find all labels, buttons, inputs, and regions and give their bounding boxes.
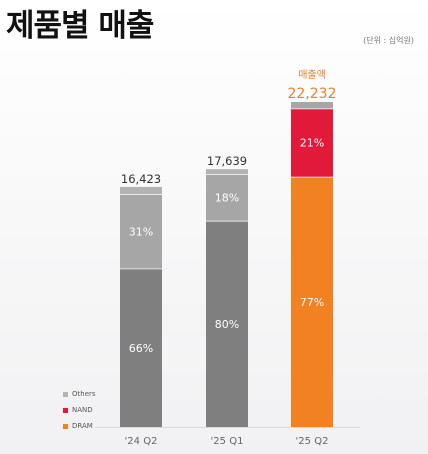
bar-segment-2-1 — [291, 108, 333, 177]
total-label-0: 16,423 — [121, 172, 161, 186]
legend-label-dram: DRAM — [72, 422, 93, 430]
bar-segment-2-0 — [291, 176, 333, 427]
bar-segment-1-1 — [206, 174, 248, 221]
bar-segment-0-0 — [120, 268, 162, 427]
segment-label-1-0: 80% — [215, 318, 239, 331]
legend-item-dram: DRAM — [63, 418, 96, 434]
legend-swatch-nand — [63, 407, 68, 413]
bar-segment-0-2 — [120, 186, 162, 195]
bar-segment-0-1 — [120, 194, 162, 269]
segment-label-1-1: 18% — [215, 192, 239, 205]
segment-label-2-1: 21% — [300, 137, 324, 150]
legend-label-others: Others — [72, 390, 96, 398]
unit-note: (단위 : 십억원) — [363, 36, 414, 45]
page-title: 제품별 매출 — [6, 8, 154, 44]
bar-segment-2-2 — [291, 102, 333, 109]
legend-label-nand: NAND — [72, 406, 93, 414]
legend-item-others: Others — [63, 386, 96, 402]
bar-segment-1-0 — [206, 220, 248, 427]
total-label-2: 22,232 — [288, 86, 337, 102]
x-tick-0: '24 Q2 — [125, 436, 158, 447]
x-tick-2: '25 Q2 — [296, 436, 329, 447]
segment-label-2-0: 77% — [300, 296, 324, 309]
highlight-caption: 매출액 — [298, 69, 326, 81]
segment-label-0-1: 31% — [129, 225, 153, 238]
total-label-1: 17,639 — [207, 154, 247, 168]
bar-segment-1-2 — [206, 169, 248, 175]
legend-swatch-dram — [63, 423, 68, 429]
legend: Others NAND DRAM — [63, 386, 96, 434]
legend-item-nand: NAND — [63, 402, 96, 418]
x-tick-1: '25 Q1 — [211, 436, 244, 447]
segment-label-0-0: 66% — [129, 342, 153, 355]
legend-swatch-others — [63, 391, 68, 397]
